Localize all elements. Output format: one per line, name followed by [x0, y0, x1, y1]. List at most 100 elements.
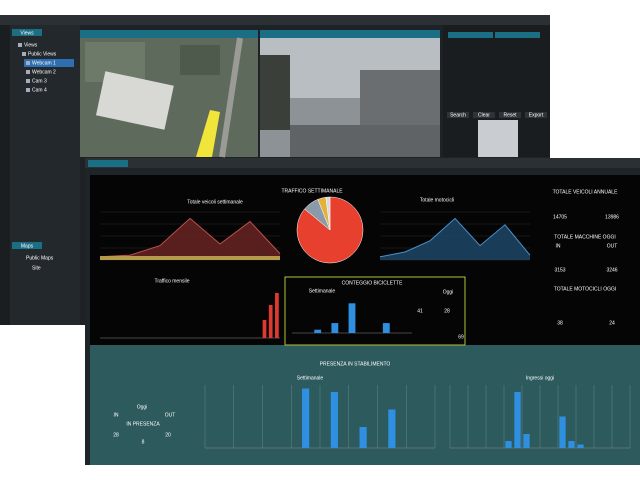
tree-item[interactable]: Webcam 2	[32, 69, 56, 75]
big-number: 28	[444, 308, 450, 314]
tree-item[interactable]: Public Views	[28, 51, 57, 57]
chart-subtitle: Oggi	[443, 289, 454, 295]
kpi-title: Oggi	[137, 404, 148, 410]
bar	[302, 388, 310, 448]
maps-tab[interactable]	[12, 242, 42, 249]
tree-item[interactable]: Cam 4	[32, 87, 47, 93]
line	[99, 217, 281, 258]
chart-title: Settimanale	[297, 375, 324, 381]
button-label: Clear	[478, 112, 490, 118]
area	[100, 218, 280, 260]
bar	[262, 320, 267, 338]
front-tab[interactable]	[88, 160, 128, 167]
kpi-label: IN PRESENZA	[126, 421, 160, 427]
big-number: 20	[165, 432, 171, 438]
bar	[331, 323, 339, 333]
tree-item[interactable]: Public Maps	[26, 255, 54, 261]
panel-tab[interactable]	[495, 32, 540, 38]
camera-building	[360, 70, 440, 125]
kpi-title: TOTALE VEICOLI ANNUALE	[553, 189, 619, 195]
panel-button[interactable]	[447, 112, 469, 118]
tree-icon	[18, 43, 22, 47]
kpi-label: OUT	[607, 243, 618, 249]
bar	[268, 305, 273, 338]
tree-item[interactable]: Site	[32, 265, 41, 271]
tree-icon	[26, 88, 30, 92]
big-number: 3153	[554, 267, 565, 273]
bar	[359, 427, 367, 448]
tree-item[interactable]: Webcam 1	[32, 60, 56, 66]
sidebar	[0, 25, 80, 325]
map-road	[219, 37, 243, 158]
chart-title: Traffico mensile	[154, 278, 189, 284]
kpi-label: IN	[556, 243, 561, 249]
tab-label: Maps	[21, 243, 34, 249]
chart-title: TRAFFICO SETTIMANALE	[281, 188, 343, 194]
map-block	[180, 45, 220, 75]
bike-box	[284, 276, 466, 346]
big-number: 69	[458, 334, 464, 340]
big-number: 14705	[553, 214, 567, 220]
bar	[514, 392, 521, 448]
panel-button[interactable]	[499, 112, 521, 118]
kpi-label: IN	[114, 412, 119, 418]
bar	[568, 441, 575, 448]
baseline-band	[100, 256, 280, 260]
chart-title: CONTEGGIO BICICLETTE	[342, 280, 404, 286]
kpi-title: TOTALE MACCHINE OGGI	[554, 234, 616, 240]
big-number: 13986	[605, 214, 619, 220]
panel-button[interactable]	[473, 112, 495, 118]
tree-icon	[22, 52, 26, 56]
camera-fov	[196, 110, 220, 157]
tree-item[interactable]: Views	[24, 42, 38, 48]
kpi-label: OUT	[165, 412, 176, 418]
front-title-bar	[85, 158, 640, 168]
big-number: 38	[557, 320, 563, 326]
big-number: 41	[417, 308, 423, 314]
bar	[382, 323, 390, 333]
bar	[505, 441, 512, 448]
pane-header	[260, 30, 440, 38]
map-building	[95, 71, 174, 130]
thumbnail[interactable]	[478, 120, 518, 157]
panel-tab[interactable]	[448, 32, 493, 38]
big-number: 28	[113, 432, 119, 438]
big-number: 24	[609, 320, 615, 326]
tab-label: Views	[20, 30, 34, 36]
bar	[314, 329, 322, 333]
tool-rail	[0, 25, 10, 325]
chart-title: Totale motocicli	[420, 197, 454, 203]
button-label: Search	[450, 112, 466, 118]
big-number: 3246	[606, 267, 617, 273]
section-title: PRESENZA IN STABILIMENTO	[320, 361, 391, 367]
tree-icon	[26, 79, 30, 83]
chart-subtitle: Settimanale	[309, 288, 336, 294]
bar	[577, 444, 584, 448]
camera-road	[290, 125, 440, 157]
line	[379, 217, 531, 258]
panel-button[interactable]	[525, 112, 547, 118]
chart-title: Totale veicoli settimanale	[187, 199, 243, 205]
tree-icon	[26, 61, 30, 65]
big-number: 8	[142, 439, 145, 445]
bar	[275, 293, 279, 338]
selected-item	[24, 59, 74, 67]
pane-header	[80, 30, 258, 38]
bar	[523, 434, 530, 448]
bar	[330, 392, 338, 448]
area	[380, 218, 530, 260]
camera-tree	[260, 55, 290, 130]
chart-title: Ingressi oggi	[526, 375, 554, 381]
button-label: Reset	[503, 112, 517, 118]
bar	[388, 409, 396, 448]
kpi-title: TOTALE MOTOCICLI OGGI	[554, 286, 617, 292]
views-tab[interactable]	[12, 29, 42, 36]
bar	[559, 416, 566, 448]
title-bar	[0, 15, 550, 25]
tree-item[interactable]: Cam 3	[32, 78, 47, 84]
button-label: Export	[529, 112, 544, 118]
bar	[348, 303, 356, 333]
tree-icon	[26, 70, 30, 74]
pie-slice	[325, 196, 331, 231]
